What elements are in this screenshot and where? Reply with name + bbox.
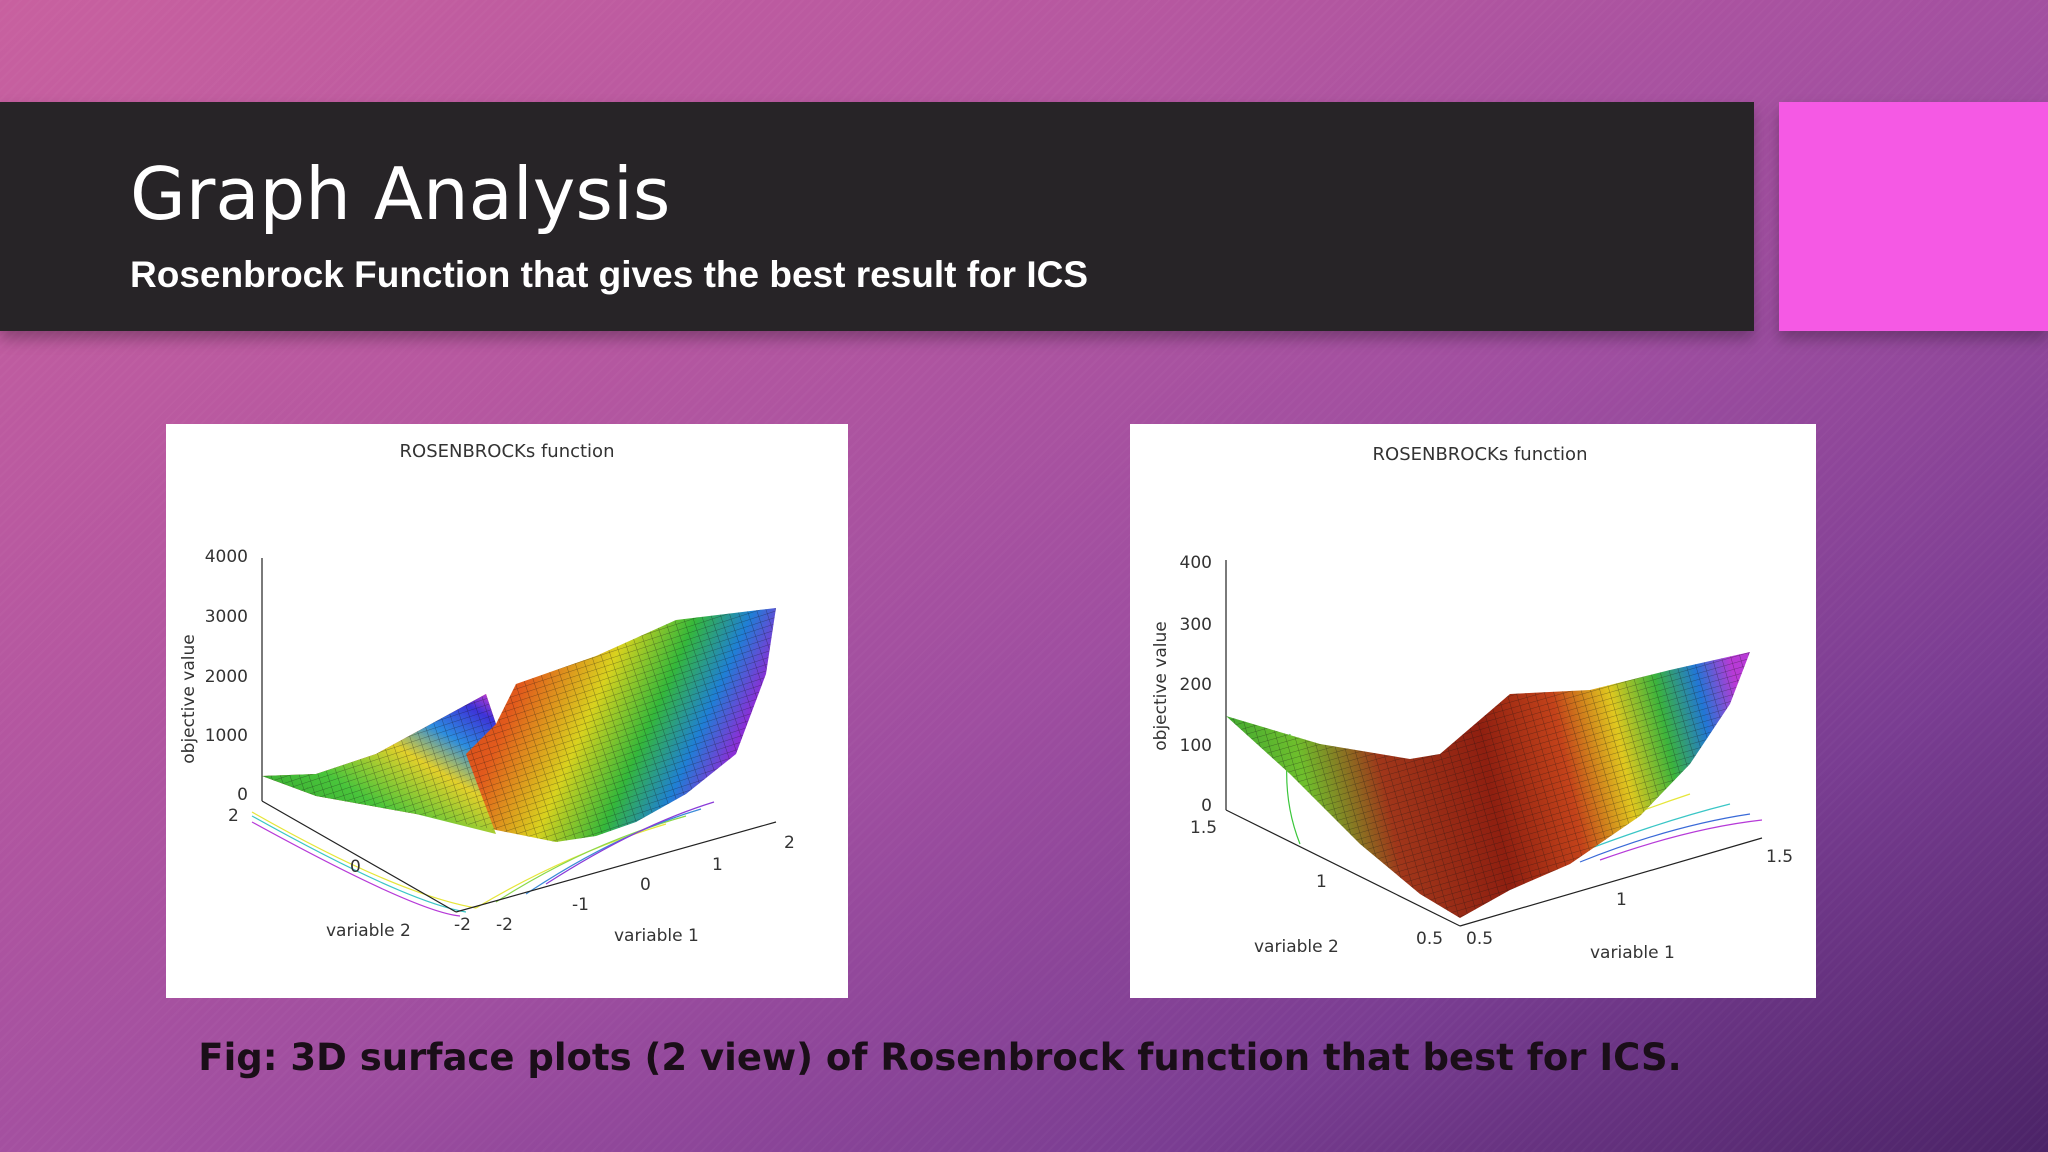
v2-tick: -2 [454,915,471,935]
accent-box [1779,102,2048,331]
v1-tick: 1.5 [1766,847,1793,867]
z-tick: 4000 [205,547,248,567]
plot-axes-left [261,558,777,913]
variable-1-ticks: 0.5 1 1.5 [1466,847,1793,949]
v2-tick: 2 [228,806,239,826]
z-tick: 100 [1180,736,1212,756]
z-tick: 1000 [205,726,248,746]
z-axis-label: objective value [179,634,199,763]
title-bar [0,102,1754,331]
v2-tick: 1 [1316,872,1327,892]
v2-tick: 1.5 [1190,818,1217,838]
v2-tick: 0.5 [1416,929,1443,949]
variable-1-label: variable 1 [614,926,699,946]
z-tick: 300 [1180,615,1212,635]
variable-2-label: variable 2 [1254,937,1339,957]
v1-tick: 0 [640,875,651,895]
plot-title: ROSENBROCKs function [1373,444,1588,465]
slide-title: Graph Analysis [130,152,671,236]
z-axis-ticks: 400 300 200 100 0 [1180,553,1212,816]
z-tick: 200 [1180,675,1212,695]
v1-tick: -2 [496,915,513,935]
slide-subtitle: Rosenbrock Function that gives the best … [130,254,1089,295]
v1-tick: 2 [784,833,795,853]
z-axis-label: objective value [1151,621,1171,750]
z-tick: 400 [1180,553,1212,573]
variable-2-label: variable 2 [326,921,411,941]
z-tick: 0 [1201,796,1212,816]
figure-caption: Fig: 3D surface plots (2 view) of Rosenb… [198,1036,1682,1079]
v1-tick: 1 [712,855,723,875]
plot-title: ROSENBROCKs function [400,441,615,462]
variable-2-ticks: 2 0 -2 [228,806,471,935]
z-tick: 3000 [205,607,248,627]
z-axis-ticks: 4000 3000 2000 1000 0 [205,547,248,805]
z-tick: 0 [237,785,248,805]
v1-tick: 0.5 [1466,929,1493,949]
variable-1-label: variable 1 [1590,943,1675,963]
v2-tick: 0 [350,857,361,877]
surface-plot-right-canvas: ROSENBROCKs function objective value 400… [1151,444,1793,963]
v1-tick: -1 [572,895,589,915]
rosenbrock-surface-right [1226,652,1750,918]
rosenbrock-surface-left [262,608,776,842]
surface-plot-right: ROSENBROCKs function objective value 400… [1130,424,1816,998]
contour-lines-left [251,801,715,917]
variable-2-ticks: 1.5 1 0.5 [1190,818,1443,949]
z-tick: 2000 [205,667,248,687]
variable-1-ticks: -2 -1 0 1 2 [496,833,795,935]
surface-plot-left: ROSENBROCKs function objective value 400… [166,424,848,998]
v1-tick: 1 [1616,890,1627,910]
surface-plot-left-canvas: ROSENBROCKs function objective value 400… [179,441,795,946]
plot-axes-right [1225,560,1763,927]
